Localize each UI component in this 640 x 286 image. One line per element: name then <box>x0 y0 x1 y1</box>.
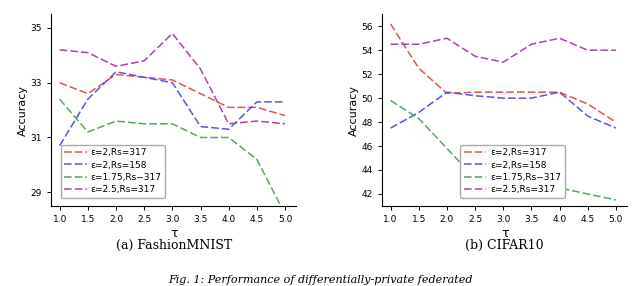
ε=2,Rs=158 <box>443 90 451 94</box>
Line: ε=1.75,Rs−317: ε=1.75,Rs−317 <box>60 99 285 214</box>
Legend: ε=2,Rs=317, ε=2,Rs=158, ε=1.75,Rs−317, ε=2.5,Rs=317: ε=2,Rs=317, ε=2,Rs=158, ε=1.75,Rs−317, ε… <box>61 145 165 198</box>
ε=2.5,Rs=317 <box>499 61 507 64</box>
ε=2,Rs=158 <box>225 128 232 131</box>
Line: ε=2,Rs=317: ε=2,Rs=317 <box>390 24 616 122</box>
ε=2,Rs=158 <box>112 70 120 74</box>
ε=2.5,Rs=317 <box>584 49 591 52</box>
ε=2.5,Rs=317 <box>556 37 563 40</box>
ε=2.5,Rs=317 <box>281 122 289 126</box>
ε=2.5,Rs=317 <box>168 32 176 35</box>
ε=2,Rs=158 <box>556 90 563 94</box>
ε=2,Rs=317 <box>527 90 535 94</box>
ε=2.5,Rs=317 <box>415 43 422 46</box>
ε=2.5,Rs=317 <box>612 49 620 52</box>
ε=2,Rs=158 <box>471 94 479 98</box>
ε=2.5,Rs=317 <box>225 122 232 126</box>
Text: (a) FashionMNIST: (a) FashionMNIST <box>116 239 232 252</box>
ε=1.75,Rs−317 <box>443 147 451 150</box>
ε=2,Rs=317 <box>112 73 120 76</box>
ε=2.5,Rs=317 <box>387 43 394 46</box>
ε=1.75,Rs−317 <box>112 119 120 123</box>
ε=1.75,Rs−317 <box>556 186 563 190</box>
ε=2.5,Rs=317 <box>253 119 260 123</box>
ε=2,Rs=158 <box>415 111 422 114</box>
ε=2,Rs=158 <box>527 96 535 100</box>
ε=1.75,Rs−317 <box>584 192 591 196</box>
ε=2,Rs=158 <box>281 100 289 104</box>
ε=1.75,Rs−317 <box>612 198 620 202</box>
ε=1.75,Rs−317 <box>253 158 260 161</box>
Text: (b) CIFAR10: (b) CIFAR10 <box>465 239 544 252</box>
ε=2.5,Rs=317 <box>471 55 479 58</box>
X-axis label: τ: τ <box>170 227 177 240</box>
ε=1.75,Rs−317 <box>168 122 176 126</box>
ε=2,Rs=158 <box>140 76 148 79</box>
Line: ε=2.5,Rs=317: ε=2.5,Rs=317 <box>390 38 616 62</box>
ε=1.75,Rs−317 <box>471 177 479 180</box>
ε=1.75,Rs−317 <box>84 130 92 134</box>
ε=1.75,Rs−317 <box>225 136 232 139</box>
ε=2,Rs=317 <box>253 106 260 109</box>
ε=2,Rs=317 <box>84 92 92 96</box>
ε=1.75,Rs−317 <box>415 117 422 120</box>
ε=2.5,Rs=317 <box>112 65 120 68</box>
ε=2,Rs=158 <box>56 144 63 147</box>
Text: Fig. 1: Performance of differentially-private federated: Fig. 1: Performance of differentially-pr… <box>168 275 472 285</box>
ε=2,Rs=158 <box>612 126 620 130</box>
ε=2.5,Rs=317 <box>196 67 204 71</box>
Line: ε=2.5,Rs=317: ε=2.5,Rs=317 <box>60 33 285 124</box>
ε=2,Rs=158 <box>387 126 394 130</box>
ε=2,Rs=158 <box>196 125 204 128</box>
ε=2,Rs=317 <box>196 92 204 96</box>
ε=1.75,Rs−317 <box>281 212 289 216</box>
ε=2,Rs=158 <box>584 114 591 118</box>
ε=2,Rs=317 <box>140 76 148 79</box>
Line: ε=2,Rs=158: ε=2,Rs=158 <box>60 72 285 146</box>
ε=2.5,Rs=317 <box>140 59 148 63</box>
ε=2,Rs=317 <box>556 90 563 94</box>
X-axis label: τ: τ <box>501 227 508 240</box>
ε=2,Rs=317 <box>612 120 620 124</box>
ε=2,Rs=317 <box>584 102 591 106</box>
ε=2,Rs=317 <box>56 81 63 84</box>
ε=2.5,Rs=317 <box>527 43 535 46</box>
ε=2.5,Rs=317 <box>56 48 63 51</box>
ε=2.5,Rs=317 <box>443 37 451 40</box>
ε=2,Rs=158 <box>168 81 176 84</box>
ε=2,Rs=317 <box>225 106 232 109</box>
Line: ε=1.75,Rs−317: ε=1.75,Rs−317 <box>390 101 616 200</box>
ε=2,Rs=317 <box>499 90 507 94</box>
ε=2,Rs=158 <box>499 96 507 100</box>
ε=2,Rs=317 <box>168 78 176 82</box>
ε=2.5,Rs=317 <box>84 51 92 54</box>
ε=1.75,Rs−317 <box>527 180 535 184</box>
Line: ε=2,Rs=317: ε=2,Rs=317 <box>60 75 285 116</box>
ε=1.75,Rs−317 <box>140 122 148 126</box>
Y-axis label: Accuracy: Accuracy <box>349 85 359 136</box>
ε=2,Rs=158 <box>84 98 92 101</box>
ε=2,Rs=317 <box>471 90 479 94</box>
ε=1.75,Rs−317 <box>499 180 507 184</box>
Line: ε=2,Rs=158: ε=2,Rs=158 <box>390 92 616 128</box>
Legend: ε=2,Rs=317, ε=2,Rs=158, ε=1.75,Rs−317, ε=2.5,Rs=317: ε=2,Rs=317, ε=2,Rs=158, ε=1.75,Rs−317, ε… <box>460 145 564 198</box>
ε=2,Rs=317 <box>281 114 289 117</box>
ε=2,Rs=317 <box>387 22 394 25</box>
ε=2,Rs=317 <box>415 66 422 70</box>
ε=2,Rs=158 <box>253 100 260 104</box>
ε=1.75,Rs−317 <box>56 98 63 101</box>
ε=1.75,Rs−317 <box>387 99 394 102</box>
ε=1.75,Rs−317 <box>196 136 204 139</box>
Y-axis label: Accuracy: Accuracy <box>18 85 28 136</box>
ε=2,Rs=317 <box>443 92 451 95</box>
